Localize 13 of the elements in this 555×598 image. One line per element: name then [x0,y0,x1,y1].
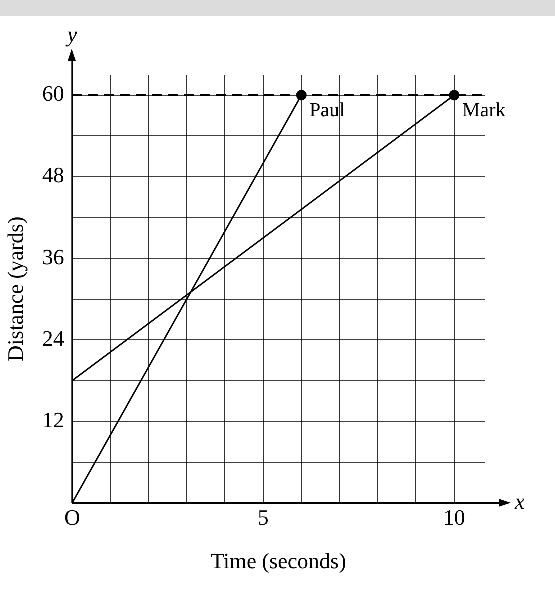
y-tick-label: 48 [42,162,64,188]
y-tick-label: 36 [42,244,64,270]
y-tick-label: 60 [42,81,64,106]
text: x [514,488,525,514]
x-tick-label: 10 [443,505,466,530]
y-axis-title: Distance (yards) [2,216,28,362]
x-axis-title: Time (seconds) [210,548,346,574]
series-label: Mark [462,100,506,122]
x-tick-label: O [64,505,80,530]
y-tick-label: 24 [42,326,64,351]
y-tick-label: 12 [42,407,64,432]
text: y [66,22,78,47]
x-tick-label: 5 [258,505,269,530]
